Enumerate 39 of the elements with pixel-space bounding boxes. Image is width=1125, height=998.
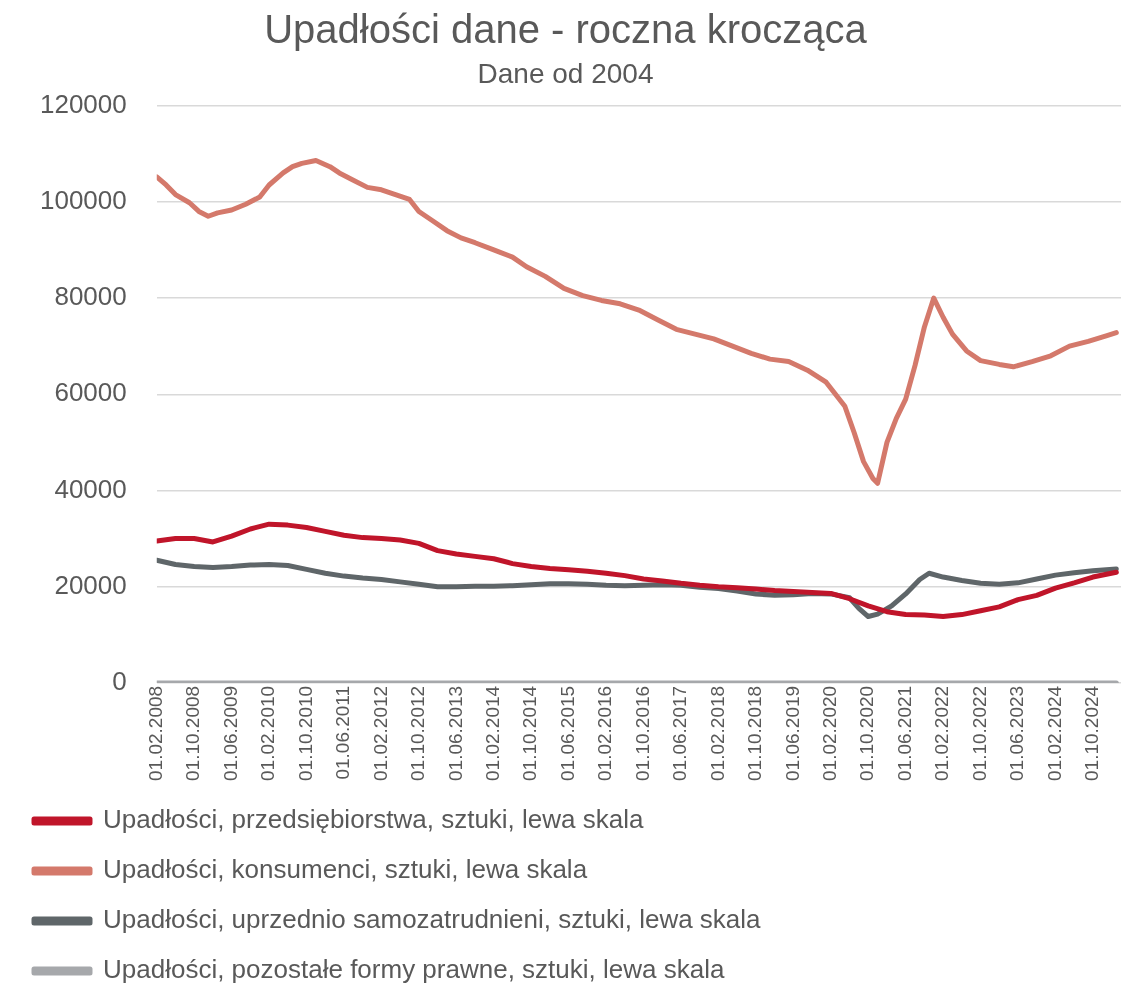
x-tick-label: 01.06.2019 [781,685,803,781]
x-tick-label: 01.02.2010 [257,685,279,781]
y-tick-label: 100000 [39,184,127,215]
x-tick-label: 01.02.2018 [706,685,728,781]
x-tick-label: 01.06.2015 [556,685,578,781]
y-tick-label: 120000 [39,88,127,119]
x-tick-label: 01.02.2020 [819,685,841,781]
y-tick-label: 40000 [54,473,127,504]
x-tick-label: 01.10.2014 [519,685,541,781]
x-tick-label: 01.06.2021 [893,685,915,781]
y-tick-label: 60000 [54,377,127,408]
x-tick-label: 01.06.2023 [1006,685,1028,781]
x-tick-label: 01.10.2010 [294,685,316,781]
x-tick-label: 01.06.2009 [219,685,241,781]
legend-label: Upadłości, konsumenci, sztuki, lewa skala [103,854,588,885]
x-tick-label: 01.10.2008 [182,685,204,781]
x-tick-label: 01.02.2014 [482,685,504,781]
chart-subtitle: Dane od 2004 [477,57,654,89]
legend-label: Upadłości, pozostałe formy prawne, sztuki, lewa skala [103,954,725,985]
chart-title: Upadłości dane - roczna krocząca [264,7,868,52]
x-tick-label: 01.02.2012 [369,685,391,781]
x-tick-label: 01.10.2024 [1081,685,1103,781]
x-tick-label: 01.02.2008 [144,685,166,781]
y-tick-label: 80000 [54,281,127,312]
y-tick-label: 20000 [54,569,127,600]
legend-label: Upadłości, przedsiębiorstwa, sztuki, lewa skala [103,804,644,835]
x-tick-label: 01.02.2024 [1043,685,1065,781]
legend-label: Upadłości, uprzednio samozatrudnieni, sztuki, lewa skala [103,904,762,935]
x-tick-label: 01.10.2018 [744,685,766,781]
x-tick-label: 01.10.2020 [856,685,878,781]
x-tick-label: 01.10.2022 [968,685,990,781]
x-tick-label: 01.10.2016 [631,685,653,781]
x-tick-label: 01.02.2022 [931,685,953,781]
x-tick-label: 01.10.2012 [407,685,429,781]
x-tick-label: 01.02.2016 [594,685,616,781]
x-tick-label: 01.06.2017 [669,685,691,781]
y-tick-label: 0 [112,666,127,697]
x-tick-label: 01.06.2013 [444,685,466,781]
x-tick-label: 01.06.2011 [332,685,354,780]
